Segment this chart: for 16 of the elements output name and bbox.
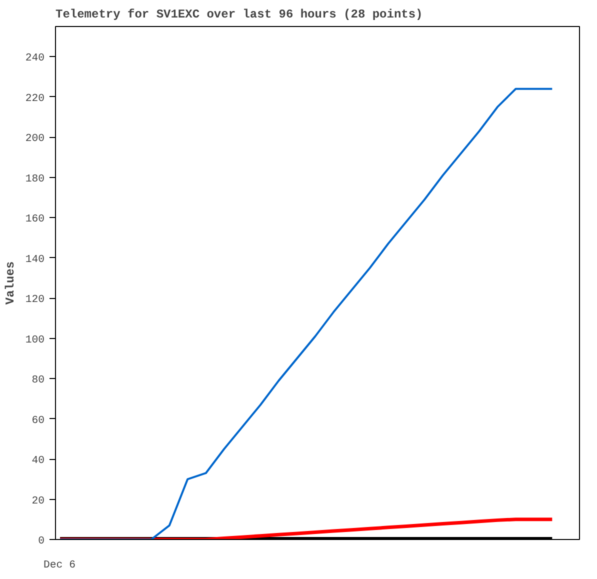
y-tick-label: 200 bbox=[25, 133, 45, 146]
y-tick-label: 120 bbox=[25, 294, 45, 306]
y-tick-label: 100 bbox=[25, 334, 45, 346]
y-tick-label: 40 bbox=[32, 455, 45, 468]
y-tick-label: 60 bbox=[32, 414, 45, 427]
y-axis-title: Values bbox=[3, 261, 18, 305]
chart-title: Telemetry for SV1EXC over last 96 hours (28 points) bbox=[56, 8, 423, 22]
y-tick-label: 140 bbox=[25, 254, 45, 266]
y-tick-label: 220 bbox=[25, 92, 45, 105]
y-tick-label: 80 bbox=[32, 374, 45, 387]
text: Dec 6 bbox=[44, 560, 76, 572]
y-tick-label: 0 bbox=[38, 536, 45, 548]
y-tick-label: 20 bbox=[32, 495, 45, 508]
y-tick-label: 160 bbox=[25, 214, 45, 226]
y-tick-label: 240 bbox=[25, 52, 45, 65]
y-tick-label: 180 bbox=[25, 173, 45, 186]
